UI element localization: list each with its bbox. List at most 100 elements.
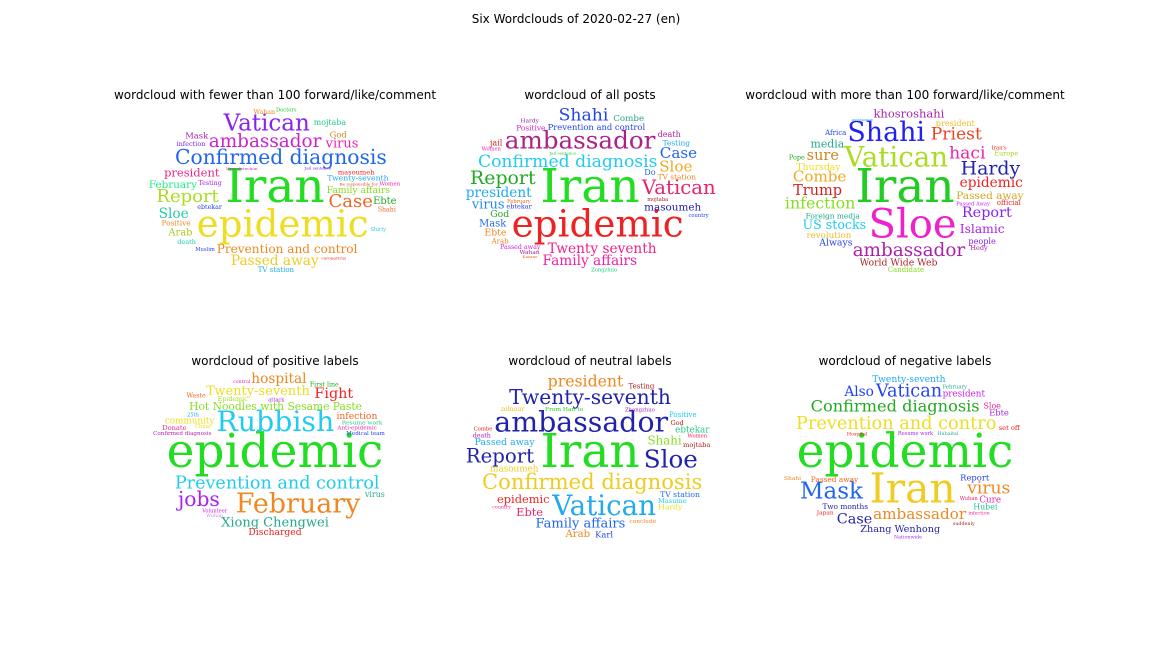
word-twenty-seventh: Twenty-seventh [509, 385, 671, 409]
word-jail-sentence: Jail sentence [549, 151, 577, 156]
word-jail: jail [489, 137, 503, 147]
word-wahan: Wahan [520, 250, 540, 256]
word-prevention-and-control: Prevention and control [548, 122, 646, 132]
word-hardy: Hardy [658, 502, 683, 511]
word-haci: haci [949, 143, 986, 163]
word-vatican: Vatican [551, 489, 656, 522]
word-vatican: Vatican [641, 176, 716, 199]
word-family-affairs: Family affairs [536, 517, 626, 532]
word-tv-station: TV station [258, 266, 295, 274]
word-shahi: Shahi [648, 434, 682, 448]
word-two-months: Two months [823, 502, 869, 511]
word-positive: Positive [669, 411, 697, 419]
word-fight: Fight [314, 386, 353, 402]
word-case: Case [660, 144, 697, 162]
word-ambassador: ambassador [505, 125, 656, 154]
word-karl: Karl [595, 530, 613, 540]
word-epidemic: epidemic [797, 424, 1014, 479]
word-khosroshahi: khosroshahi [873, 106, 944, 120]
word-shahi: Shahi [847, 117, 925, 148]
wordcloud-title: wordcloud with more than 100 forward/lik… [745, 88, 1065, 102]
wordcloud-title: wordcloud with fewer than 100 forward/li… [113, 88, 437, 102]
word-twenty-seventh: Twenty-seventh [206, 384, 310, 399]
word-revolution: revolution [806, 231, 851, 241]
word-case: Case [328, 191, 372, 212]
word-zolnour: zolnour [501, 406, 525, 413]
word-hot-noodles-with-sesame-paste: Hot Noodles with Sesame Paste [189, 400, 362, 413]
word-ebtekar: ebtekar [506, 203, 532, 211]
word-family-affairs: Family affairs [327, 185, 391, 196]
word-kazane: Kazane [522, 254, 538, 259]
word-report: Report [470, 167, 536, 189]
word-president: president [548, 372, 624, 391]
word-mojtaba: mojtaba [683, 441, 710, 449]
word-volunteer: Volunteer [201, 509, 228, 515]
word-ebte: Ebte [516, 505, 543, 519]
word-hubei: Hubei [973, 502, 998, 511]
word-sloe: Sloe [159, 206, 189, 222]
word-case: Case [837, 512, 873, 528]
word-hospital: Hospital [847, 431, 868, 437]
word-people: people [968, 236, 996, 246]
word-control: control [233, 379, 251, 385]
word-god: God [490, 209, 509, 220]
word-masoumeh: masoumeh [338, 169, 375, 177]
word-iran: Iran [225, 159, 324, 214]
word-ambassador: ambassador [494, 406, 668, 439]
word-combe: Combe [793, 168, 847, 186]
word-women: Women [687, 433, 707, 439]
word-resume-work: Resume work [342, 420, 383, 426]
word-ambassador: ambassador [873, 505, 967, 523]
word-passed-away: Passed away [956, 190, 1023, 202]
word-report: Report [962, 205, 1012, 221]
word-president: president [943, 390, 986, 400]
figure-title: Six Wordclouds of 2020-02-27 (en) [471, 12, 681, 26]
word-prevention-and-contro: Prevention and contro [796, 414, 996, 434]
word-testing: Testing [198, 180, 221, 187]
word-shirly: Shirly [370, 227, 386, 233]
word-virus-detection: Virus detection [225, 166, 258, 171]
word-twenty-seventh: Twenty seventh [548, 241, 657, 257]
word-attack: attack [268, 398, 285, 404]
word-mask: Mask [479, 218, 507, 229]
word-confirmed-diagnosis: Confirmed diagnosis [478, 152, 657, 172]
word-twenty-seventh: Twenty-seventh [327, 174, 388, 183]
wordcloud-title: wordcloud of neutral labels [508, 354, 672, 368]
word-country: country [492, 504, 511, 510]
word-ebte: Ebte [989, 408, 1009, 418]
wordcloud-panel-4: wordcloud of positive labels epidemic Prev… [110, 354, 440, 550]
word-women: Women [379, 182, 400, 188]
word-ambassador: ambassador [853, 240, 966, 261]
word-masoumeh: masoumeh [644, 201, 701, 213]
word-hedy: Hedy [970, 244, 988, 252]
word-mojtaba: mojtaba [314, 118, 347, 127]
word-be-responsible-for: Be responsible for [340, 182, 378, 187]
word-conclude: conclude [629, 519, 656, 525]
word-pope: Pope [789, 154, 805, 162]
word-sloe: Sloe [659, 158, 692, 176]
word-community: community [165, 417, 215, 427]
word-family-affairs: Family affairs [543, 253, 638, 269]
word-zongzhuo: Zongzhuo [591, 268, 617, 274]
word-virus: virus [325, 137, 359, 152]
word-february: February [149, 179, 197, 191]
word-god: God [670, 419, 683, 427]
word-zhang-wenhong: Zhang Wenhong [860, 524, 940, 535]
word-combe: Combe [613, 114, 644, 124]
word-women: Women [481, 147, 501, 153]
word-europe: Europe [994, 150, 1018, 158]
wordcloud-title: wordcloud of all posts [524, 88, 656, 102]
word-donate: Donate [162, 424, 186, 432]
word-mojtaba: mojtaba [647, 197, 668, 203]
word-infection: infection [177, 140, 206, 148]
word-tv-station: TV station [660, 490, 700, 499]
word-priest: Priest [931, 124, 982, 144]
word-president: president [936, 118, 976, 128]
word-sloe: Sloe [869, 202, 957, 248]
word-sloe: Sloe [644, 445, 698, 474]
word-report: Report [466, 444, 534, 467]
